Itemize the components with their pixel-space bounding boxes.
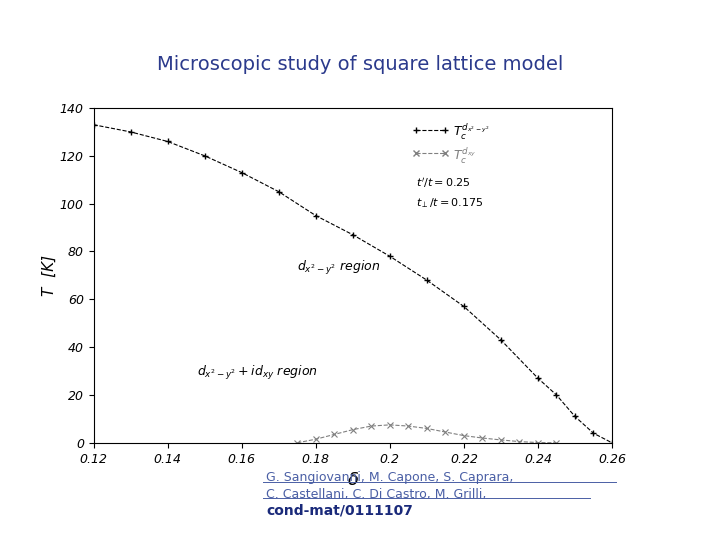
Text: cond-mat/0111107: cond-mat/0111107 [266, 503, 413, 517]
Text: $d_{x^2-y^2}$ region: $d_{x^2-y^2}$ region [297, 259, 381, 276]
X-axis label: δ: δ [347, 471, 359, 489]
Text: $d_{x^2-y^2}+id_{xy}$ region: $d_{x^2-y^2}+id_{xy}$ region [197, 364, 318, 382]
Text: G. Sangiovanni, M. Capone, S. Caprara,: G. Sangiovanni, M. Capone, S. Caprara, [266, 471, 514, 484]
Text: $t_\perp/t = 0.175$: $t_\perp/t = 0.175$ [415, 196, 483, 210]
Text: C. Castellani, C. Di Castro, M. Grilli,: C. Castellani, C. Di Castro, M. Grilli, [266, 488, 487, 501]
Text: Microscopic study of square lattice model: Microscopic study of square lattice mode… [157, 55, 563, 75]
Y-axis label: T  [K]: T [K] [42, 255, 57, 296]
Text: $T_c^{d_{x^2-y^2}}$: $T_c^{d_{x^2-y^2}}$ [453, 122, 490, 142]
Text: $T_c^{d_{xy}}$: $T_c^{d_{xy}}$ [453, 146, 476, 166]
Text: $t^{\prime}/t = 0.25$: $t^{\prime}/t = 0.25$ [415, 176, 470, 190]
